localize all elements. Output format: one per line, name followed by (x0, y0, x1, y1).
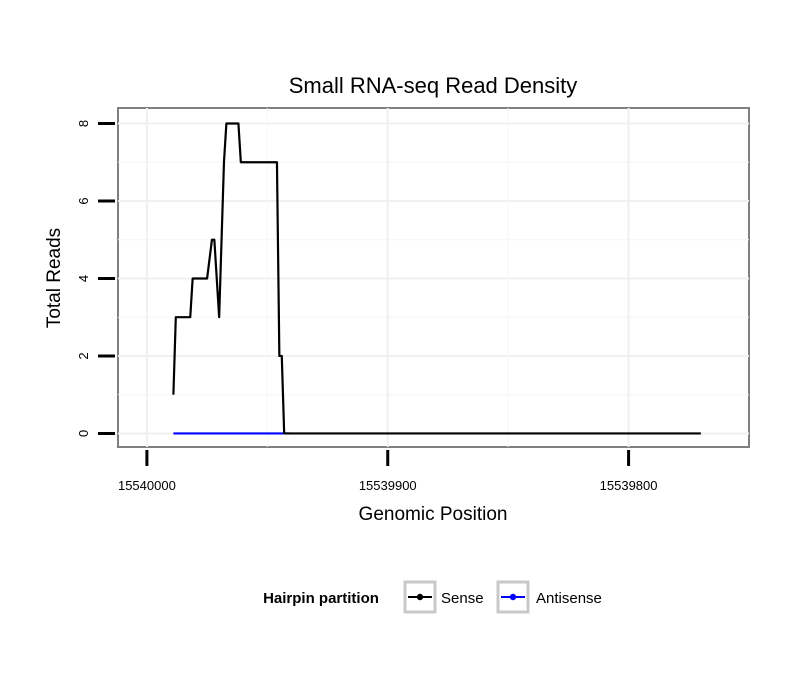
x-axis-title: Genomic Position (359, 504, 508, 525)
x-tick-label-1: 15539900 (359, 478, 417, 493)
legend-key-point (416, 593, 424, 601)
legend-item-sense: Sense (403, 580, 484, 614)
y-tick-label-1: 2 (76, 352, 91, 359)
y-tick-label-2: 4 (76, 275, 91, 282)
legend: Hairpin partition Sense Antisense (263, 580, 602, 614)
y-axis-title: Total Reads (44, 228, 65, 328)
legend-key-point (509, 593, 517, 601)
chart-title: Small RNA-seq Read Density (289, 73, 578, 98)
y-tick-label-4: 8 (76, 120, 91, 127)
legend-title: Hairpin partition (263, 590, 379, 607)
legend-label: Sense (441, 590, 484, 607)
y-tick-label-3: 6 (76, 197, 91, 204)
x-tick-label-0: 15540000 (118, 478, 176, 493)
x-tick-label-2: 15539800 (600, 478, 658, 493)
legend-label: Antisense (536, 590, 602, 607)
legend-item-antisense: Antisense (496, 580, 602, 614)
y-tick-label-0: 0 (76, 430, 91, 437)
series-line-sense (172, 122, 701, 435)
series-layer (172, 122, 701, 435)
axes: 0 2 4 6 8 15540000 15539900 15539800 (76, 120, 658, 493)
